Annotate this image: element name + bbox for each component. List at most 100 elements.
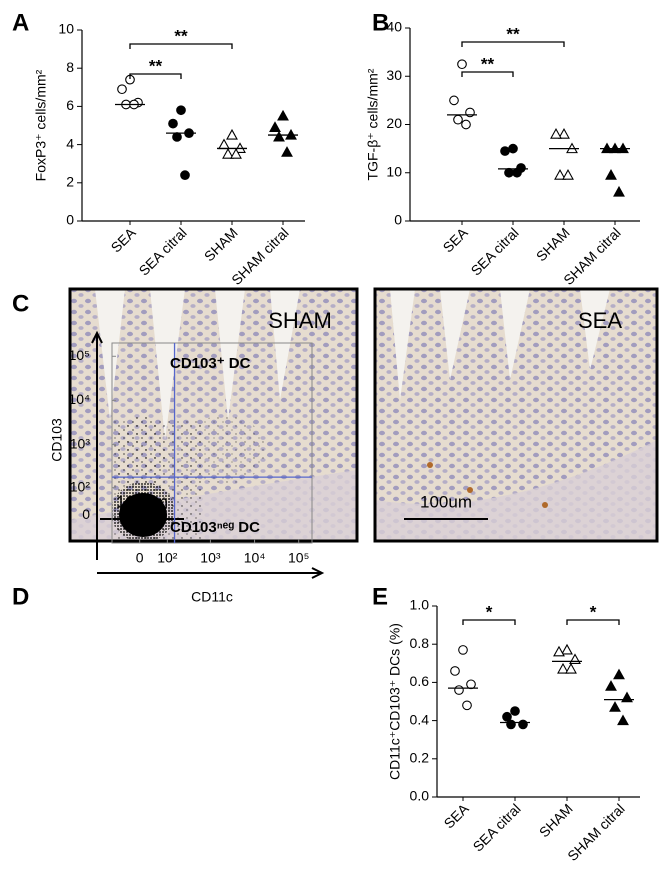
y-tick-label: 0 — [66, 212, 74, 228]
data-point — [609, 701, 621, 712]
data-point — [561, 643, 573, 655]
data-point — [558, 128, 570, 139]
data-point — [172, 132, 182, 142]
data-point — [557, 662, 569, 674]
significance-label: * — [486, 602, 493, 621]
data-point — [230, 148, 242, 159]
data-point — [508, 143, 518, 154]
data-point — [605, 680, 617, 691]
significance-bracket — [129, 43, 233, 49]
y-tick-label: 0.2 — [410, 750, 430, 766]
data-point — [273, 130, 285, 142]
histology-images: C SHAM 100um SEA 100um — [12, 287, 659, 543]
data-point — [450, 666, 460, 676]
panel-label: C — [12, 290, 29, 317]
panel-label: A — [12, 9, 29, 36]
image-label: SEA — [578, 308, 622, 333]
data-point — [554, 169, 566, 180]
panel-label: D — [12, 583, 29, 610]
data-point — [277, 109, 289, 121]
panel-label: E — [372, 583, 388, 610]
data-point — [550, 128, 562, 139]
data-point — [218, 138, 230, 150]
x-tick-label: SEA citral — [470, 800, 524, 854]
data-point — [453, 114, 463, 125]
x-tick-label: 10⁵ — [288, 550, 309, 566]
data-point — [462, 700, 472, 711]
data-point — [454, 685, 464, 695]
x-tick-label: 10² — [157, 550, 178, 566]
data-point — [569, 653, 581, 665]
y-tick-label: 0.4 — [410, 711, 430, 727]
y-axis-label: CD11c⁺CD103⁺ DCs (%) — [387, 623, 403, 780]
data-point — [512, 167, 522, 178]
data-point — [510, 706, 520, 716]
significance-label: ** — [174, 26, 188, 45]
y-tick-label: 10 — [58, 21, 74, 37]
y-tick-label: 0 — [82, 506, 90, 522]
y-tick-label: 30 — [386, 67, 402, 83]
y-tick-label: 8 — [66, 59, 74, 75]
data-point — [617, 714, 629, 726]
plot-frame — [111, 342, 313, 544]
image-label: SHAM — [268, 308, 332, 333]
x-tick-label: 0 — [136, 550, 144, 566]
y-axis-label: FoxP3⁺ cells/mm² — [33, 69, 49, 181]
x-arrow — [97, 567, 325, 579]
y-tick-label: 10³ — [70, 435, 91, 451]
data-point — [117, 84, 127, 95]
y-tick-label: 10 — [386, 163, 402, 179]
significance-label: ** — [481, 54, 495, 73]
significance-bracket — [461, 41, 565, 47]
flow-density — [112, 415, 265, 543]
data-point — [461, 119, 471, 130]
significance-bracket — [462, 619, 516, 625]
data-point — [176, 105, 186, 116]
panel-label: B — [372, 9, 389, 36]
y-tick-label: 2 — [66, 174, 74, 190]
significance-bracket — [129, 73, 182, 79]
data-point — [500, 146, 510, 156]
x-tick-label: SHAM — [533, 224, 573, 264]
data-point — [613, 668, 625, 680]
data-point — [518, 719, 528, 730]
x-tick-label: SEA citral — [136, 224, 190, 278]
x-axis-label: CD11c — [191, 589, 233, 605]
y-tick-label: 10⁵ — [69, 347, 90, 363]
data-point — [613, 185, 625, 197]
x-tick-label: SEA — [108, 224, 140, 256]
data-point — [457, 59, 467, 70]
y-axis-label: CD103 — [49, 418, 65, 462]
x-tick-label: 10⁴ — [244, 550, 266, 566]
significance-label: ** — [149, 56, 163, 75]
y-tick-label: 10² — [70, 478, 91, 494]
y-tick-label: 0.8 — [410, 635, 430, 651]
data-point — [621, 691, 633, 703]
data-point — [168, 118, 178, 129]
y-arrow — [91, 330, 103, 560]
scale-bar-label: 100um — [420, 492, 472, 511]
y-axis-label: TGF-β⁺ cells/mm² — [365, 68, 381, 180]
data-point — [269, 121, 281, 132]
quadrant-label: CD103ⁿᵉᵍ DC — [170, 519, 260, 536]
significance-bracket — [461, 71, 514, 77]
significance-label: * — [590, 602, 597, 621]
data-point — [553, 645, 565, 657]
y-tick-label: 1.0 — [410, 597, 430, 613]
data-point — [226, 128, 238, 140]
data-point — [565, 662, 577, 674]
data-point — [562, 169, 574, 180]
y-tick-label: 6 — [66, 97, 74, 113]
y-tick-label: 10⁴ — [68, 391, 90, 407]
significance-label: ** — [506, 24, 520, 43]
x-tick-label: SEA citral — [468, 224, 522, 278]
y-tick-label: 0.0 — [410, 788, 430, 804]
x-tick-label: SEA — [441, 800, 473, 832]
data-point — [281, 146, 293, 157]
significance-bracket — [566, 619, 620, 625]
data-point — [449, 95, 459, 106]
x-tick-label: SHAM — [201, 224, 241, 264]
x-tick-label: SEA — [440, 224, 472, 256]
data-point — [502, 711, 512, 722]
